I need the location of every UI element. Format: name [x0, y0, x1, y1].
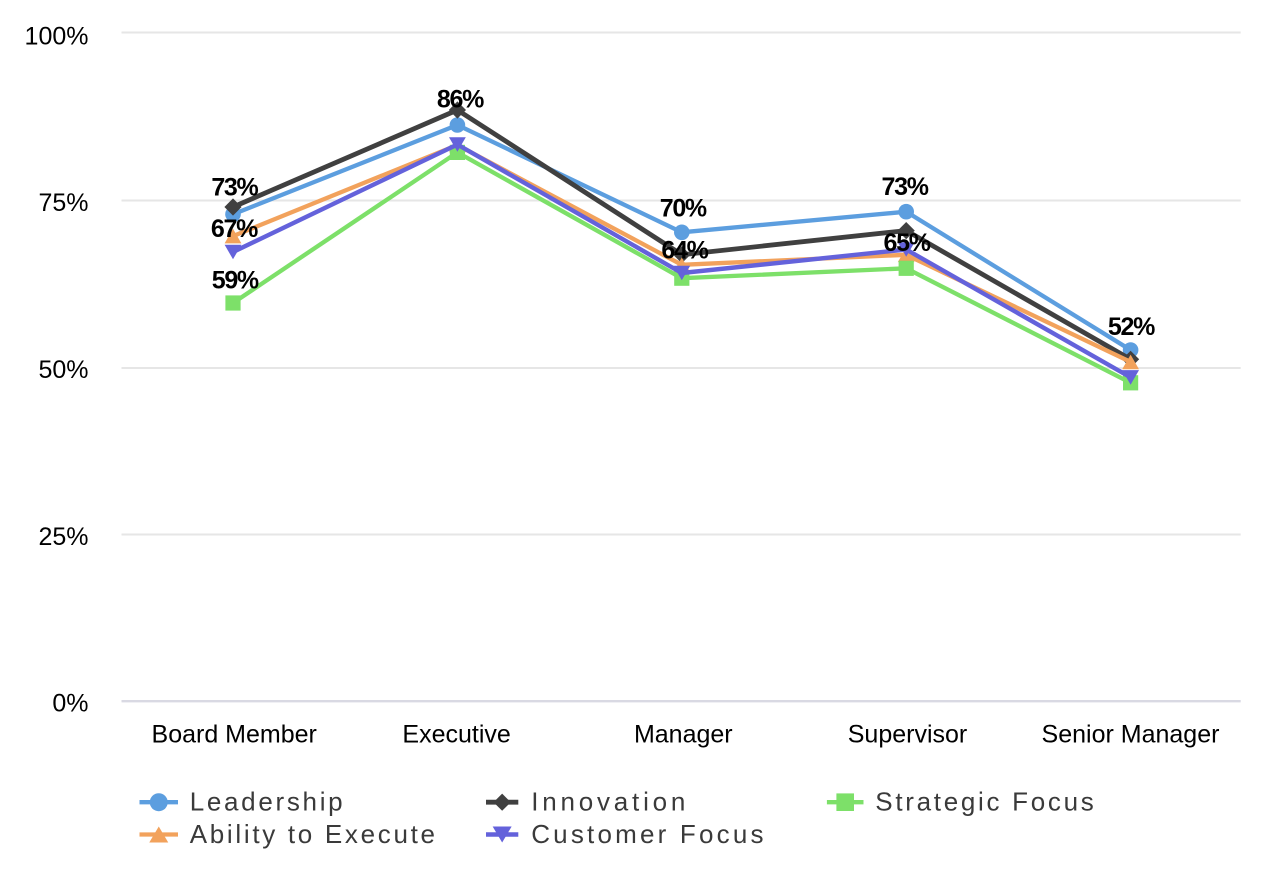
svg-text:Strategic Focus: Strategic Focus [875, 787, 1096, 817]
svg-text:75%: 75% [38, 189, 88, 217]
svg-text:86%: 86% [437, 86, 484, 114]
svg-text:59%: 59% [212, 267, 259, 295]
svg-text:Senior Manager: Senior Manager [1042, 720, 1220, 748]
svg-text:Ability to Execute: Ability to Execute [190, 819, 438, 849]
svg-text:Manager: Manager [634, 720, 733, 748]
svg-text:Leadership: Leadership [190, 787, 346, 817]
svg-text:52%: 52% [1108, 313, 1155, 341]
svg-text:73%: 73% [211, 174, 258, 202]
svg-text:64%: 64% [661, 237, 708, 265]
svg-text:65%: 65% [884, 229, 931, 257]
svg-text:67%: 67% [211, 215, 258, 243]
svg-text:70%: 70% [660, 194, 707, 222]
svg-text:25%: 25% [38, 523, 88, 551]
svg-text:100%: 100% [25, 23, 89, 51]
svg-text:Innovation: Innovation [531, 787, 689, 817]
svg-text:Board Member: Board Member [152, 720, 317, 748]
svg-text:50%: 50% [38, 356, 88, 384]
svg-text:Executive: Executive [402, 720, 510, 748]
svg-text:73%: 73% [882, 173, 929, 201]
svg-text:Customer Focus: Customer Focus [531, 819, 767, 849]
svg-text:0%: 0% [52, 690, 88, 718]
svg-text:Supervisor: Supervisor [848, 720, 968, 748]
